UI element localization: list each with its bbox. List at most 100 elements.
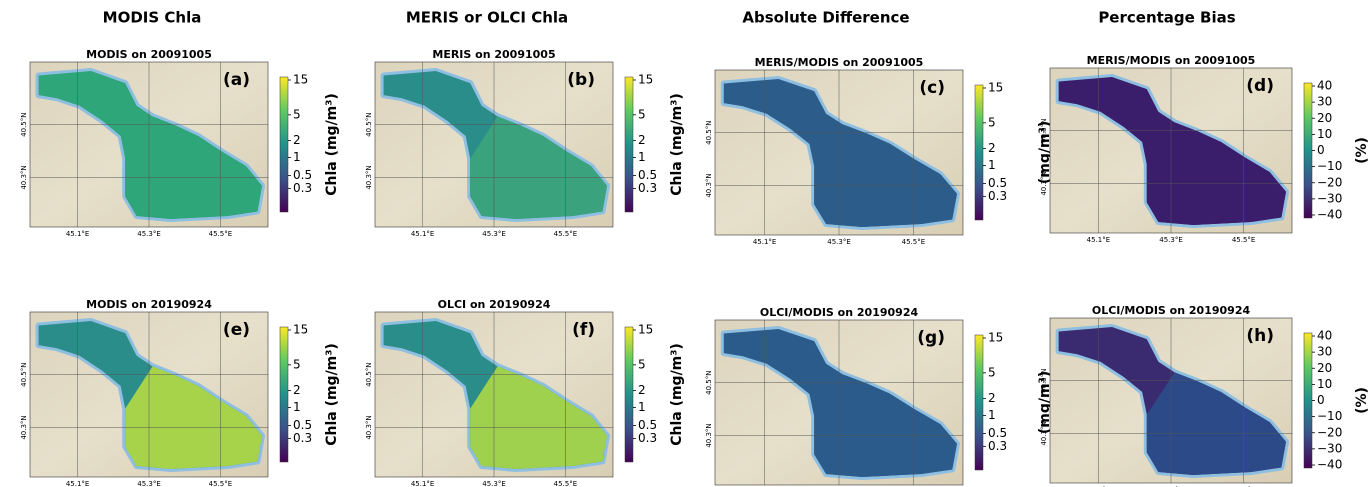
lat-label: 40.3°N xyxy=(20,165,28,189)
colorbar xyxy=(1304,83,1312,218)
colorbar-tick-label: 1 xyxy=(638,150,646,164)
lat-label: 40.5°N xyxy=(20,113,28,137)
lat-label: 40.3°N xyxy=(1040,421,1048,445)
colorbar-tick-label: 0.5 xyxy=(293,418,312,432)
colorbar xyxy=(625,327,633,462)
lat-label: 40.3°N xyxy=(1040,171,1048,195)
colorbar-tick-label: 0.5 xyxy=(988,176,1007,190)
colorbar-tick-label: 0.3 xyxy=(988,439,1007,453)
colorbar-tick-label: 5 xyxy=(293,357,301,371)
panel-title: MODIS on 20091005 xyxy=(86,48,212,61)
lat-label: 40.3°N xyxy=(705,173,713,197)
panel-title: OLCI/MODIS on 20190924 xyxy=(760,306,919,319)
colorbar-tick-label: −10 xyxy=(1317,409,1342,423)
panel-label: (a) xyxy=(223,70,250,90)
colorbar-tick-label: 15 xyxy=(988,81,1003,95)
panel-label: (h) xyxy=(1246,326,1274,346)
lon-label: 45.3°E xyxy=(827,238,851,246)
colorbar-tick-label: 20 xyxy=(1317,361,1332,375)
colorbar-label: (%) xyxy=(1354,137,1370,164)
panel-label: (c) xyxy=(919,78,945,98)
colorbar-tick-label: 2 xyxy=(988,141,996,155)
colorbar-label: Chla (mg/m³) xyxy=(669,93,685,196)
colorbar-tick-label: 0.3 xyxy=(293,431,312,445)
colorbar-tick-label: 1 xyxy=(988,158,996,172)
lon-label: 45.5°E xyxy=(1232,236,1256,244)
colorbar-tick-label: 5 xyxy=(988,365,996,379)
colorbar-tick-label: 40 xyxy=(1317,79,1332,93)
panel-title: MERIS on 20091005 xyxy=(432,48,555,61)
panel-label: (d) xyxy=(1246,76,1274,96)
colorbar xyxy=(280,77,288,212)
column-header: Absolute Difference xyxy=(742,9,909,27)
colorbar xyxy=(1304,333,1312,468)
lat-label: 40.5°N xyxy=(365,113,373,137)
panel-title: OLCI/MODIS on 20190924 xyxy=(1092,304,1251,317)
colorbar-tick-label: 0.3 xyxy=(293,181,312,195)
panel-label: (f) xyxy=(572,320,595,340)
lon-label: 45.5°E xyxy=(554,230,578,238)
lon-label: 45.5°E xyxy=(902,238,926,246)
colorbar-tick-label: 5 xyxy=(293,107,301,121)
colorbar-label: Chla (mg/m³) xyxy=(324,343,340,446)
panel-label: (b) xyxy=(567,70,595,90)
colorbar-tick-label: 0.5 xyxy=(638,418,657,432)
colorbar-tick-label: −30 xyxy=(1317,191,1342,205)
colorbar-tick-label: 10 xyxy=(1317,127,1332,141)
column-header: MODIS Chla xyxy=(103,9,202,27)
lon-label: 45.1°E xyxy=(411,230,435,238)
colorbar-tick-label: 30 xyxy=(1317,345,1332,359)
colorbar-tick-label: −30 xyxy=(1317,441,1342,455)
lat-label: 40.5°N xyxy=(20,363,28,387)
colorbar-tick-label: 0 xyxy=(1317,393,1325,407)
lat-label: 40.3°N xyxy=(705,423,713,447)
colorbar-tick-label: −40 xyxy=(1317,208,1342,222)
colorbar xyxy=(975,335,983,470)
lon-label: 45.3°E xyxy=(1159,236,1183,244)
lat-label: 40.5°N xyxy=(1040,369,1048,393)
colorbar-tick-label: 1 xyxy=(638,400,646,414)
colorbar-tick-label: 2 xyxy=(293,133,301,147)
colorbar-tick-label: −40 xyxy=(1317,458,1342,472)
colorbar-tick-label: 15 xyxy=(638,323,653,337)
colorbar xyxy=(975,85,983,220)
lon-label: 45.5°E xyxy=(209,480,233,487)
colorbar-tick-label: 30 xyxy=(1317,95,1332,109)
lon-label: 45.1°E xyxy=(1087,236,1111,244)
lon-label: 45.1°E xyxy=(411,480,435,487)
lat-label: 40.3°N xyxy=(365,415,373,439)
lon-label: 45.1°E xyxy=(753,238,777,246)
colorbar-label: Chla (mg/m³) xyxy=(324,93,340,196)
colorbar-tick-label: 0 xyxy=(1317,143,1325,157)
colorbar-tick-label: 5 xyxy=(638,107,646,121)
lon-label: 45.3°E xyxy=(137,480,161,487)
colorbar-label: Chla (mg/m³) xyxy=(669,343,685,446)
lon-label: 45.1°E xyxy=(66,480,90,487)
figure: MODIS Chla MERIS or OLCI Chla Absolute D… xyxy=(0,0,1370,487)
colorbar-tick-label: 2 xyxy=(293,383,301,397)
colorbar-tick-label: 2 xyxy=(638,383,646,397)
panel-label: (g) xyxy=(917,328,945,348)
lon-label: 45.1°E xyxy=(66,230,90,238)
column-header: MERIS or OLCI Chla xyxy=(406,9,568,27)
colorbar-tick-label: 2 xyxy=(638,133,646,147)
colorbar-tick-label: 1 xyxy=(293,400,301,414)
panel-title: MERIS/MODIS on 20091005 xyxy=(755,56,924,69)
panel-label: (e) xyxy=(223,320,250,340)
lon-label: 45.3°E xyxy=(482,480,506,487)
colorbar-tick-label: 15 xyxy=(293,73,308,87)
colorbar-tick-label: 0.3 xyxy=(638,431,657,445)
lat-label: 40.5°N xyxy=(365,363,373,387)
lon-label: 45.5°E xyxy=(554,480,578,487)
lat-label: 40.3°N xyxy=(20,415,28,439)
lon-label: 45.5°E xyxy=(209,230,233,238)
panel-title: OLCI on 20190924 xyxy=(438,298,551,311)
colorbar-tick-label: −20 xyxy=(1317,425,1342,439)
colorbar-tick-label: 0.5 xyxy=(293,168,312,182)
panel-title: MODIS on 20190924 xyxy=(86,298,212,311)
colorbar-tick-label: 1 xyxy=(988,408,996,422)
colorbar xyxy=(280,327,288,462)
colorbar-tick-label: −20 xyxy=(1317,175,1342,189)
lon-label: 45.3°E xyxy=(482,230,506,238)
lat-label: 40.5°N xyxy=(1040,119,1048,143)
